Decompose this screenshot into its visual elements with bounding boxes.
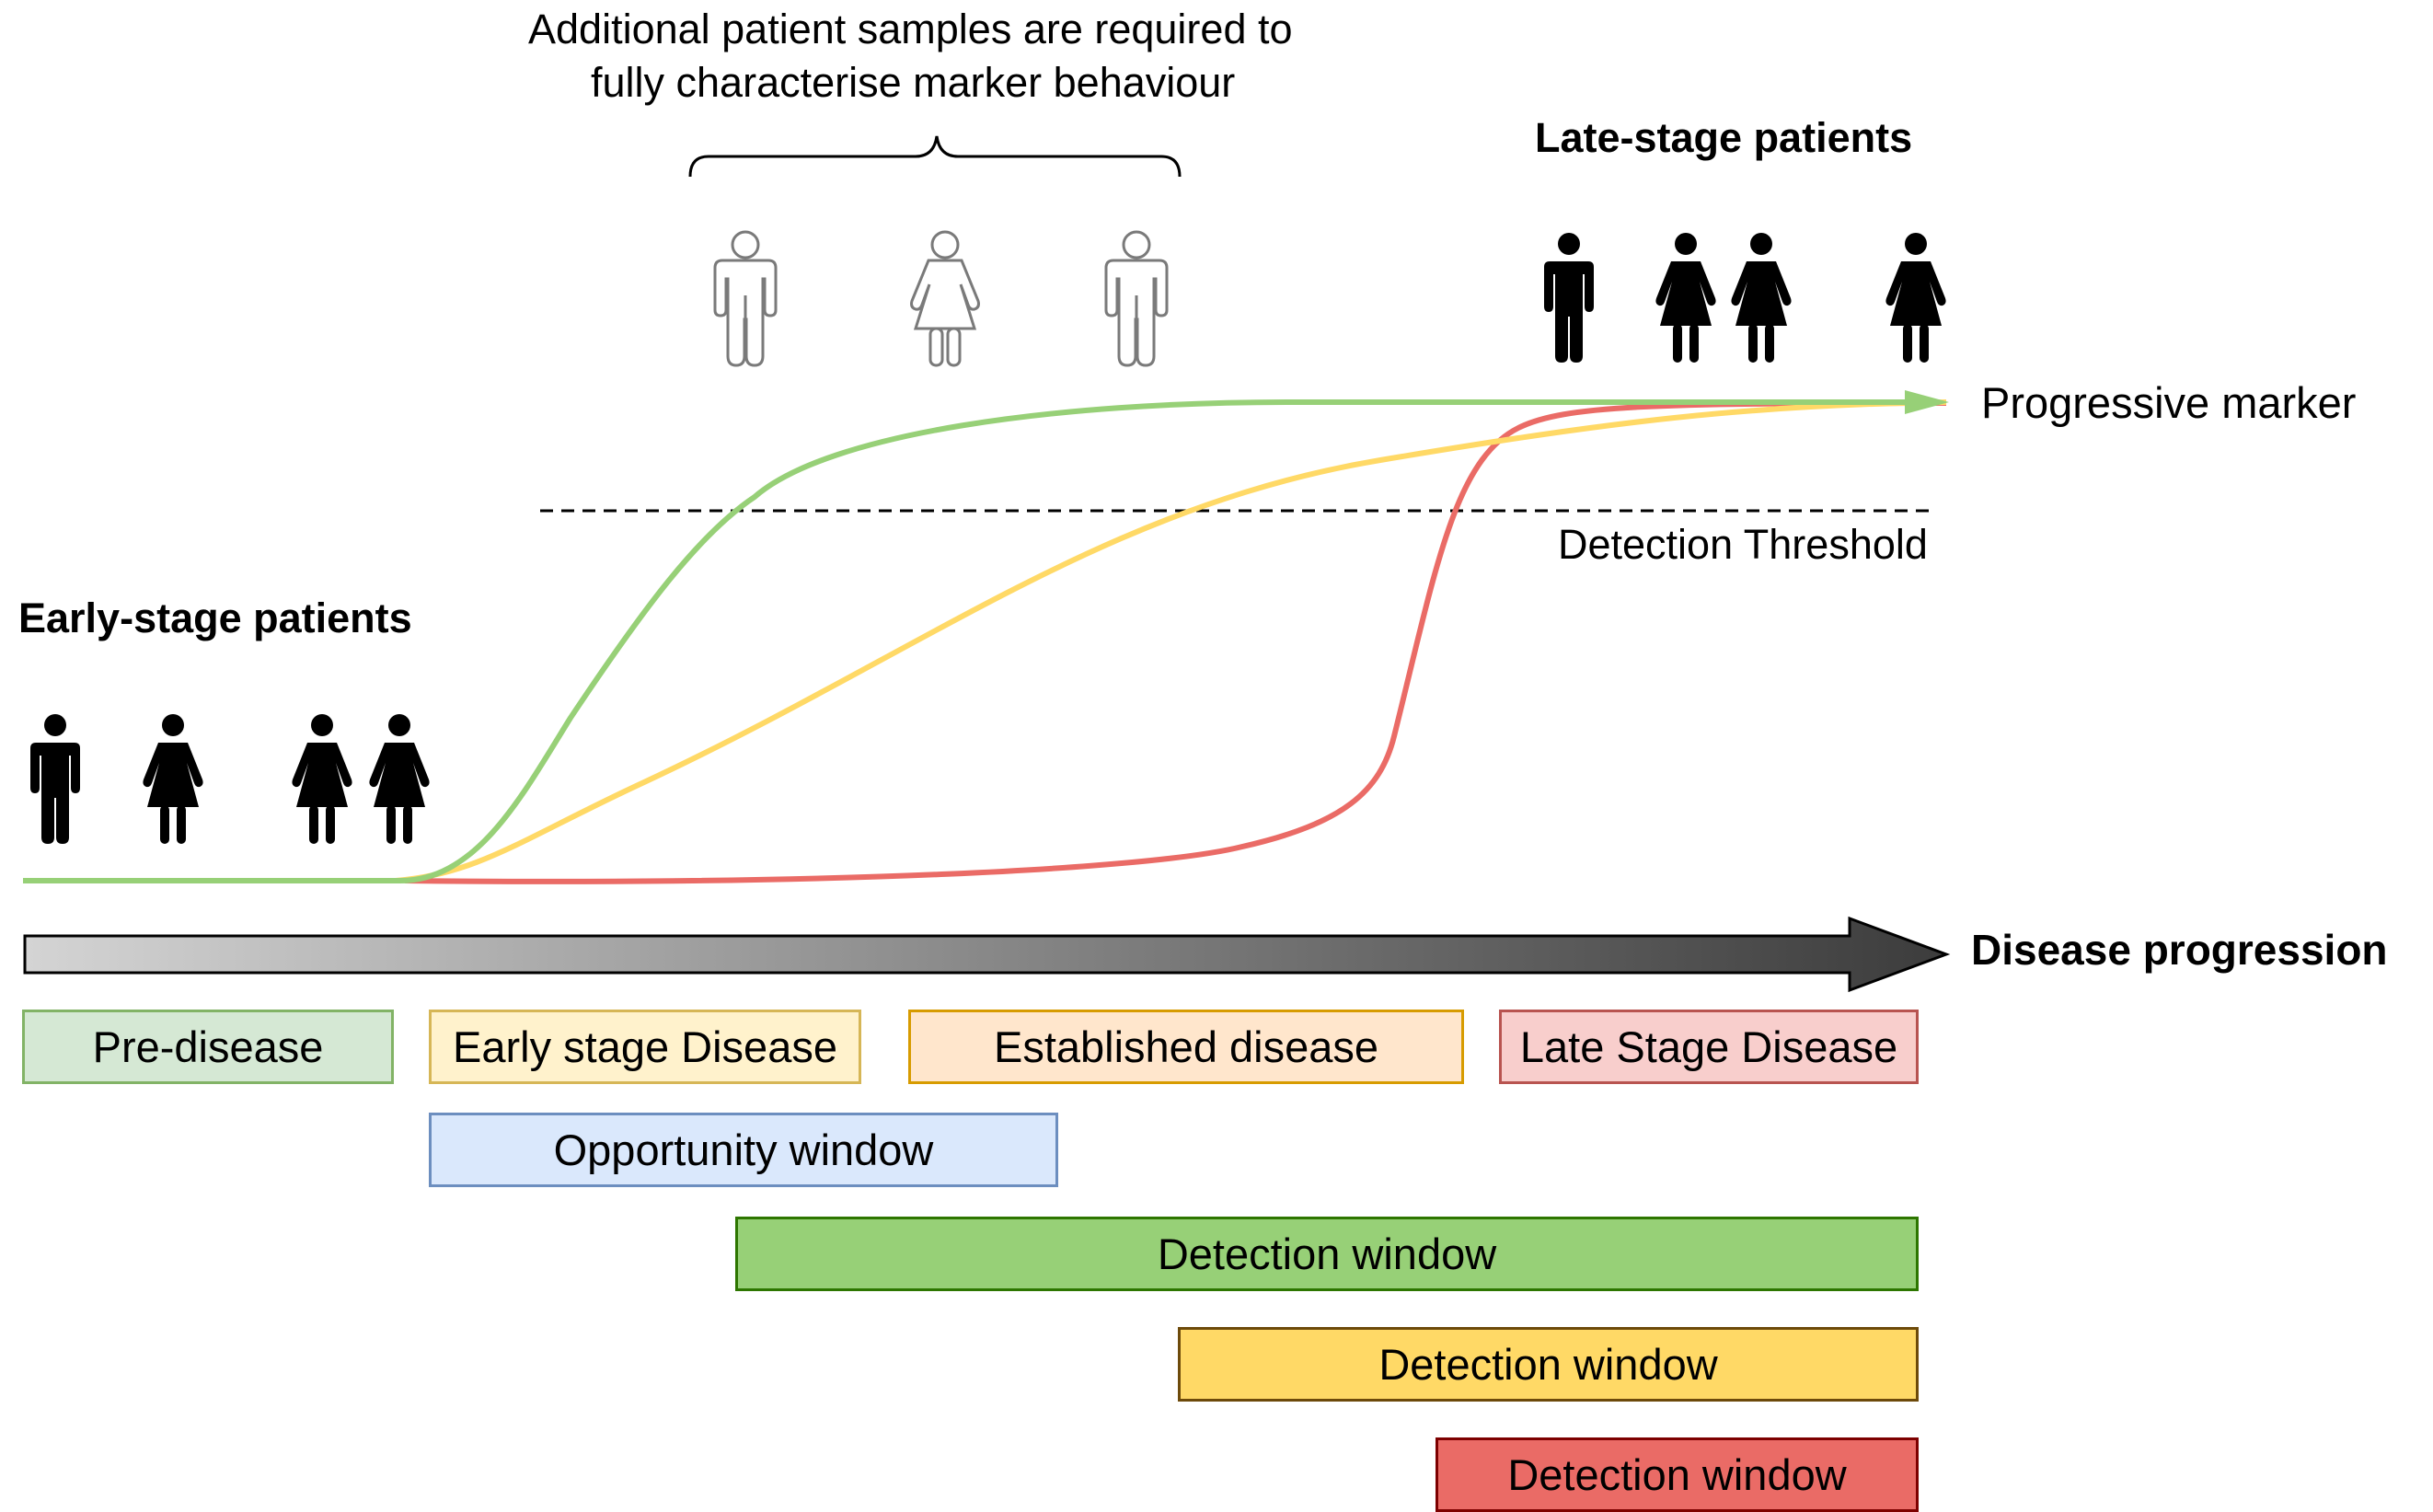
green-marker-curve [23,399,1905,883]
stage-established-disease: Established disease [908,1010,1464,1084]
detection-window-green: Detection window [735,1217,1919,1291]
person-female-icon [1885,233,1946,363]
person-female-icon [369,714,430,844]
detection-window-red: Detection window [1436,1437,1919,1512]
opportunity-window: Opportunity window [429,1113,1058,1187]
person-female-icon [143,714,203,844]
annotation-line-1: Additional patient samples are required … [528,6,1293,52]
progressive-marker-label: Progressive marker [1981,378,2357,427]
red-marker-curve [404,400,1947,884]
person-male-outline-icon [1104,230,1169,367]
arrow-head-icon [1905,390,1949,414]
person-female-icon [1731,233,1792,363]
brace-icon [688,135,1182,178]
stage-late-disease: Late Stage Disease [1499,1010,1919,1084]
axis-label: Disease progression [1971,926,2388,974]
early-stage-label: Early-stage patients [18,594,412,641]
disease-progression-arrow [23,916,1951,993]
person-female-outline-icon [910,230,980,367]
annotation-line-2: fully characterise marker behaviour [591,59,1236,106]
stage-pre-disease: Pre-disease [22,1010,394,1084]
person-male-icon [30,714,80,844]
threshold-label: Detection Threshold [1558,521,1928,568]
stage-early-disease: Early stage Disease [429,1010,861,1084]
person-female-icon [292,714,352,844]
person-male-outline-icon [713,230,778,367]
detection-window-yellow: Detection window [1178,1327,1919,1402]
yellow-marker-curve [395,399,1947,883]
late-stage-label: Late-stage patients [1535,114,1913,161]
person-male-icon [1544,233,1594,363]
person-female-icon [1655,233,1716,363]
